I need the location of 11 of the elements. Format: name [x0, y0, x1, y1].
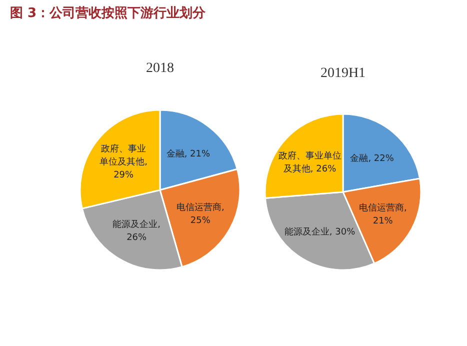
data-label: 金融, 22%: [350, 152, 394, 164]
data-label: 能源及企业, 30%: [284, 226, 356, 238]
data-label: 政府、事业单位及其他, 26%: [278, 150, 342, 174]
data-label: 电信运营商, 25%: [176, 202, 224, 226]
caption: 图 3：公司营收按照下游行业划分: [10, 5, 207, 21]
chart-title: 2019H1: [320, 66, 366, 81]
data-label: 电信运营商, 21%: [358, 202, 407, 226]
data-label: 能源及企业, 26%: [112, 219, 161, 244]
data-label: 政府、事业单位及其他, 29%: [100, 144, 148, 181]
data-label: 金融, 21%: [166, 148, 211, 160]
chart-title: 2018: [146, 61, 174, 76]
